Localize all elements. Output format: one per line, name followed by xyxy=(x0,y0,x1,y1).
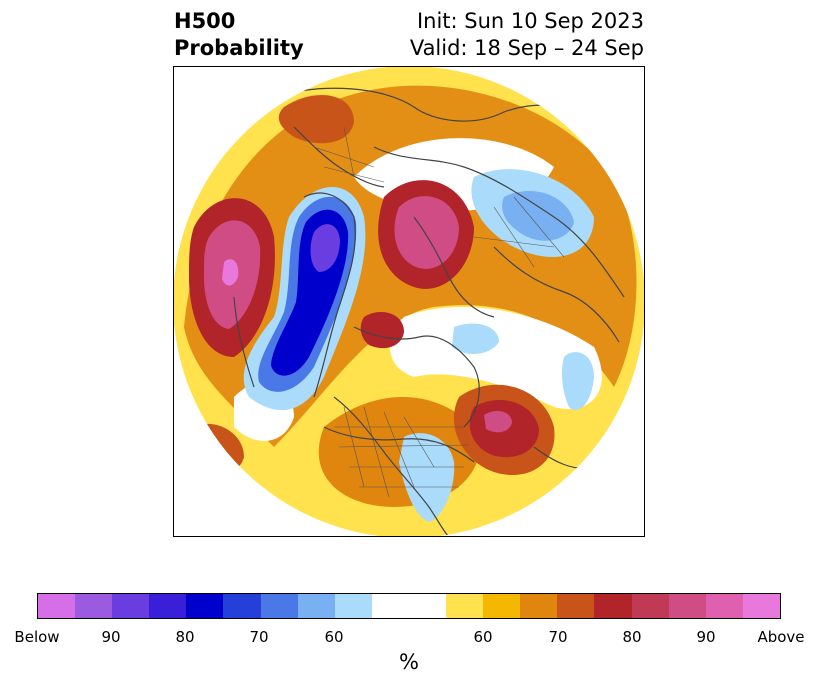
colorbar-segment xyxy=(668,594,706,618)
map-panel xyxy=(173,66,645,537)
colorbar-segment xyxy=(631,594,669,618)
title-left: H500 Probability xyxy=(174,8,304,62)
title-product-name: Probability xyxy=(174,36,304,60)
colorbar-segment xyxy=(408,594,447,618)
colorbar-tick-label: 70 xyxy=(249,628,269,646)
colorbar-tick-label: 80 xyxy=(175,628,195,646)
colorbar-unit-label: % xyxy=(399,650,419,674)
colorbar xyxy=(37,593,781,619)
colorbar-segment xyxy=(186,594,224,618)
colorbar-tick-label: Below xyxy=(14,628,60,646)
colorbar-segment xyxy=(483,594,521,618)
colorbar-tick-label: 90 xyxy=(696,628,716,646)
title-right: Init: Sun 10 Sep 2023 Valid: 18 Sep – 24… xyxy=(410,8,644,62)
colorbar-segment xyxy=(260,594,298,618)
colorbar-segment xyxy=(557,594,595,618)
colorbar-segment xyxy=(112,594,150,618)
colorbar-tick-label: 60 xyxy=(473,628,493,646)
colorbar-segment xyxy=(594,594,632,618)
colorbar-tick-label: 90 xyxy=(101,628,121,646)
colorbar-segment xyxy=(75,594,113,618)
colorbar-segment xyxy=(742,594,780,618)
title-field-name: H500 xyxy=(174,9,236,33)
colorbar-tick-label: 70 xyxy=(548,628,568,646)
colorbar-segment xyxy=(149,594,187,618)
colorbar-segment xyxy=(334,594,372,618)
colorbar-segment xyxy=(446,594,484,618)
init-time-label: Init: Sun 10 Sep 2023 xyxy=(416,9,644,33)
colorbar-segment xyxy=(371,594,409,618)
colorbar-tick-label: Above xyxy=(757,628,805,646)
colorbar-segment xyxy=(297,594,335,618)
valid-period-label: Valid: 18 Sep – 24 Sep xyxy=(409,36,644,60)
colorbar-segment xyxy=(520,594,558,618)
colorbar-segment xyxy=(38,594,76,618)
colorbar-segment xyxy=(705,594,743,618)
colorbar-segment xyxy=(223,594,261,618)
colorbar-tick-label: 80 xyxy=(622,628,642,646)
polar-map-icon xyxy=(174,67,644,536)
colorbar-tick-label: 60 xyxy=(324,628,344,646)
